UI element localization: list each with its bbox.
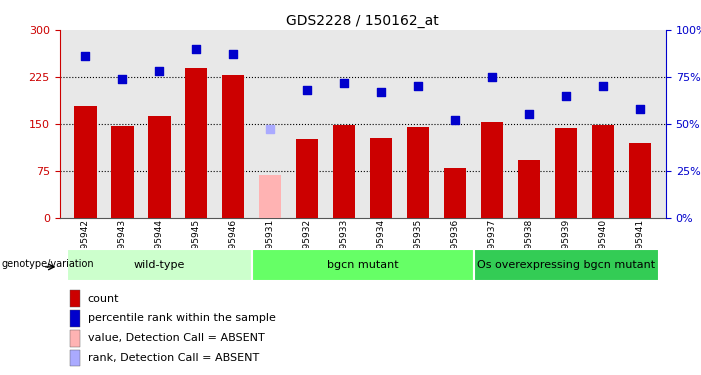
Text: bgcn mutant: bgcn mutant [327, 260, 399, 270]
Bar [444, 168, 466, 217]
Bar [67, 249, 252, 281]
Bar [297, 140, 318, 218]
Bar [185, 68, 207, 218]
Point [449, 117, 461, 123]
Bar [474, 249, 658, 281]
Bar [592, 125, 614, 217]
Text: Os overexpressing bgcn mutant: Os overexpressing bgcn mutant [477, 260, 655, 270]
Bar [69, 350, 81, 366]
Text: wild-type: wild-type [134, 260, 185, 270]
Point [301, 87, 313, 93]
Point [486, 74, 498, 80]
Text: rank, Detection Call = ABSENT: rank, Detection Call = ABSENT [88, 353, 259, 363]
Point [80, 53, 91, 59]
Bar [111, 126, 133, 218]
Bar [74, 106, 97, 218]
Point [154, 68, 165, 74]
Bar [69, 290, 81, 307]
Bar [629, 142, 651, 218]
Bar [222, 75, 245, 217]
Bar [69, 330, 81, 346]
Point [634, 106, 646, 112]
Bar [555, 128, 577, 217]
Bar [407, 127, 429, 218]
Bar [149, 116, 170, 218]
Text: count: count [88, 294, 119, 304]
Bar [518, 160, 540, 218]
Point [265, 126, 276, 132]
Bar [69, 310, 81, 327]
Bar [259, 175, 281, 217]
Text: genotype/variation: genotype/variation [1, 259, 94, 269]
Text: value, Detection Call = ABSENT: value, Detection Call = ABSENT [88, 333, 264, 343]
Point [413, 83, 424, 89]
Point [524, 111, 535, 117]
Point [228, 51, 239, 57]
Bar [333, 125, 355, 217]
Bar [252, 249, 474, 281]
Point [597, 83, 608, 89]
Point [117, 76, 128, 82]
Point [376, 89, 387, 95]
Point [339, 80, 350, 86]
Point [561, 93, 572, 99]
Point [191, 46, 202, 52]
Bar [481, 122, 503, 218]
Title: GDS2228 / 150162_at: GDS2228 / 150162_at [287, 13, 439, 28]
Text: percentile rank within the sample: percentile rank within the sample [88, 314, 275, 324]
Bar [370, 138, 393, 218]
